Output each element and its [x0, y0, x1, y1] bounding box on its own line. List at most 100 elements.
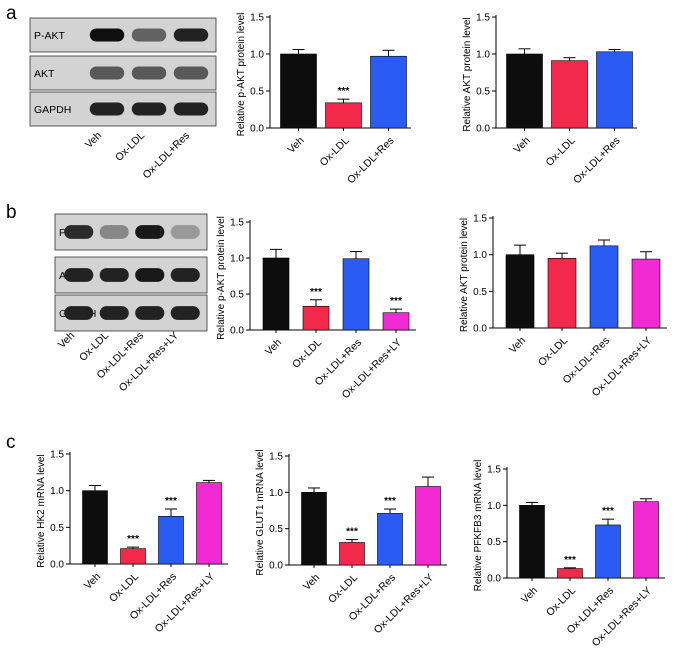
significance-label: *** — [384, 496, 396, 507]
significance-label: *** — [346, 527, 358, 538]
blot-band — [64, 225, 94, 239]
y-tick-label: 0.0 — [250, 124, 264, 135]
bar-ox-ldl+res — [377, 513, 403, 566]
blot-lane-label: Veh — [56, 330, 77, 351]
blot-band — [89, 102, 125, 116]
y-tick-label: 0.5 — [473, 287, 487, 298]
y-tick-label: 0.5 — [50, 523, 64, 534]
blot-row-label: AKT — [34, 68, 55, 80]
blot-band — [173, 102, 209, 116]
y-tick-label: 1.5 — [250, 13, 264, 24]
significance-label: *** — [564, 555, 576, 566]
bar-ox-ldl — [339, 542, 365, 566]
bar-veh — [301, 492, 327, 566]
y-tick-label: 1.0 — [50, 486, 64, 497]
bar-ox-ldl+res — [342, 258, 370, 331]
blot-lane-label: Ox-LDL — [77, 330, 111, 364]
blot-band — [135, 225, 165, 239]
panel-label-a: a — [6, 3, 17, 24]
blot-band — [173, 28, 209, 42]
blot-band — [99, 225, 129, 239]
y-tick-label: 0.0 — [269, 561, 283, 572]
blot-band — [99, 268, 129, 282]
x-tick-label: Veh — [82, 571, 103, 592]
bar-veh — [82, 490, 108, 565]
bar-ox-ldl+res+ly — [631, 258, 661, 329]
blot-band — [89, 28, 125, 42]
blot-band — [131, 66, 167, 80]
y-tick-label: 0.5 — [250, 87, 264, 98]
blot-lane-label: Ox-LDL+Res+LY — [117, 330, 181, 394]
bar-ox-ldl — [325, 102, 362, 129]
y-axis-label: Relative p-AKT protein level — [216, 216, 227, 340]
x-tick-label: Veh — [263, 337, 284, 358]
y-tick-label: 0.0 — [487, 574, 501, 585]
y-tick-label: 1.5 — [230, 218, 244, 229]
panel-label-b: b — [6, 202, 17, 223]
blot-lane-label: Veh — [83, 130, 104, 151]
blot-band — [170, 225, 200, 239]
western-blots: P-AKTAKTGAPDHVehOx-LDLOx-LDL+ResP-AKTAKT… — [29, 17, 217, 394]
x-tick-label: Ox-LDL — [318, 135, 352, 169]
bar-ox-ldl — [547, 258, 577, 329]
bar-veh — [519, 505, 545, 579]
blot-row-label: GAPDH — [34, 104, 71, 116]
y-axis-label: Relative HK2 mRNA level — [36, 454, 47, 567]
panel-label-c: c — [6, 432, 16, 453]
y-tick-label: 1.0 — [476, 50, 490, 61]
bar-ox-ldl+res+ly — [415, 486, 441, 566]
blot-band — [135, 268, 165, 282]
blot-band — [135, 306, 165, 320]
bar-ox-ldl — [120, 548, 146, 565]
blot-band — [173, 66, 209, 80]
y-tick-label: 1.5 — [487, 465, 501, 476]
blot-band — [64, 268, 94, 282]
x-tick-label: Veh — [507, 335, 528, 356]
blot-band — [131, 102, 167, 116]
blot-band — [170, 268, 200, 282]
blot-b: P-AKTAKTGAPDHVehOx-LDLOx-LDL+ResOx-LDL+R… — [54, 213, 208, 394]
bar-ox-ldl+res — [596, 51, 633, 129]
bar-ox-ldl+res — [370, 55, 407, 129]
bar-ox-ldl+res+ly — [382, 312, 410, 331]
bar-ox-ldl+res+ly — [633, 501, 659, 579]
bar-ox-ldl+res — [158, 516, 184, 565]
x-tick-label: Ox-LDL — [326, 572, 360, 606]
x-tick-label: Ox-LDL — [544, 135, 578, 169]
blot-band — [64, 306, 94, 320]
y-tick-label: 1.5 — [269, 452, 283, 463]
bar-ox-ldl — [557, 568, 583, 579]
blot-lane-label: Ox-LDL+Res — [141, 130, 193, 182]
significance-label: *** — [310, 287, 322, 298]
bar-ox-ldl+res — [589, 245, 619, 329]
x-tick-label: Ox-LDL — [107, 571, 141, 605]
blot-band — [131, 28, 167, 42]
x-tick-label: Ox-LDL+Res — [345, 135, 397, 187]
y-tick-label: 0.0 — [230, 326, 244, 337]
y-tick-label: 0.0 — [473, 324, 487, 335]
y-tick-label: 1.5 — [50, 450, 64, 461]
x-tick-label: Ox-LDL — [290, 337, 324, 371]
y-tick-label: 0.5 — [230, 290, 244, 301]
x-tick-label: Veh — [519, 585, 540, 606]
y-tick-label: 1.0 — [250, 50, 264, 61]
y-axis-label: Relative GLUT1 mRNA level — [255, 449, 266, 575]
bar-ox-ldl — [551, 60, 588, 129]
bar-veh — [262, 257, 290, 331]
y-axis-label: Relative AKT protein level — [459, 218, 470, 332]
y-axis-label: Relative p-AKT protein level — [236, 13, 247, 137]
y-tick-label: 1.5 — [476, 13, 490, 24]
y-axis-label: Relative PFKFB3 mRNA level — [473, 460, 484, 592]
bar-ox-ldl+res+ly — [196, 482, 222, 565]
x-tick-label: Veh — [301, 572, 322, 593]
y-tick-label: 1.0 — [269, 488, 283, 499]
y-tick-label: 1.0 — [230, 254, 244, 265]
y-tick-label: 0.5 — [487, 537, 501, 548]
bar-veh — [280, 53, 317, 129]
significance-label: *** — [165, 496, 177, 507]
